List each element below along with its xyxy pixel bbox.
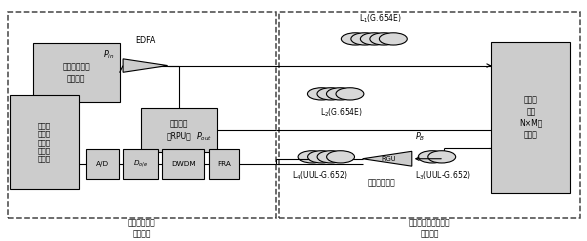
Ellipse shape [336,88,364,100]
Text: $P_B$: $P_B$ [416,131,426,143]
Text: 光纤水听器光
调制单元: 光纤水听器光 调制单元 [62,62,90,83]
Ellipse shape [308,151,336,163]
FancyBboxPatch shape [208,149,239,179]
FancyBboxPatch shape [163,149,204,179]
Text: $P_{in}$: $P_{in}$ [103,49,114,61]
Text: $D_{o/e}$: $D_{o/e}$ [133,159,149,169]
Text: 阵列远程传输及放大
（湿端）: 阵列远程传输及放大 （湿端） [409,218,450,239]
FancyBboxPatch shape [491,42,571,193]
Text: 光纤水
听器
N×M复
用阵列: 光纤水 听器 N×M复 用阵列 [519,96,542,139]
Ellipse shape [308,88,335,100]
Text: DWDM: DWDM [171,161,195,167]
Ellipse shape [317,151,345,163]
Text: FRA: FRA [217,161,231,167]
Text: 遥泵增益单元: 遥泵增益单元 [367,178,395,187]
Ellipse shape [326,151,355,163]
Text: L$_2$(G.654E): L$_2$(G.654E) [320,107,363,120]
Ellipse shape [419,151,446,163]
FancyBboxPatch shape [123,149,158,179]
FancyBboxPatch shape [141,108,217,152]
Text: EDFA: EDFA [135,36,156,45]
FancyBboxPatch shape [86,149,119,179]
Ellipse shape [317,88,345,100]
Text: 光电信号处理
（干端）: 光电信号处理 （干端） [128,218,156,239]
Polygon shape [123,59,168,72]
Text: L$_1$(G.654E): L$_1$(G.654E) [359,13,402,25]
Ellipse shape [351,33,379,45]
Text: RGU: RGU [381,156,396,162]
Text: L$_4$(UUL-G.652): L$_4$(UUL-G.652) [292,170,349,182]
Ellipse shape [360,33,388,45]
Text: 遥泵单元
（RPU）: 遥泵单元 （RPU） [167,120,192,140]
Text: 光纤水
听器解
复用及
相位解
调单元: 光纤水 听器解 复用及 相位解 调单元 [38,122,51,162]
FancyBboxPatch shape [33,43,120,102]
Text: L$_3$(UUL-G.652): L$_3$(UUL-G.652) [415,170,471,182]
Ellipse shape [379,33,407,45]
Text: A/D: A/D [96,161,109,167]
Ellipse shape [298,151,326,163]
Ellipse shape [326,88,355,100]
Ellipse shape [370,33,398,45]
FancyBboxPatch shape [10,95,79,189]
Polygon shape [363,151,412,166]
Ellipse shape [342,33,369,45]
Text: $P_{out}$: $P_{out}$ [195,130,212,143]
Ellipse shape [428,151,456,163]
